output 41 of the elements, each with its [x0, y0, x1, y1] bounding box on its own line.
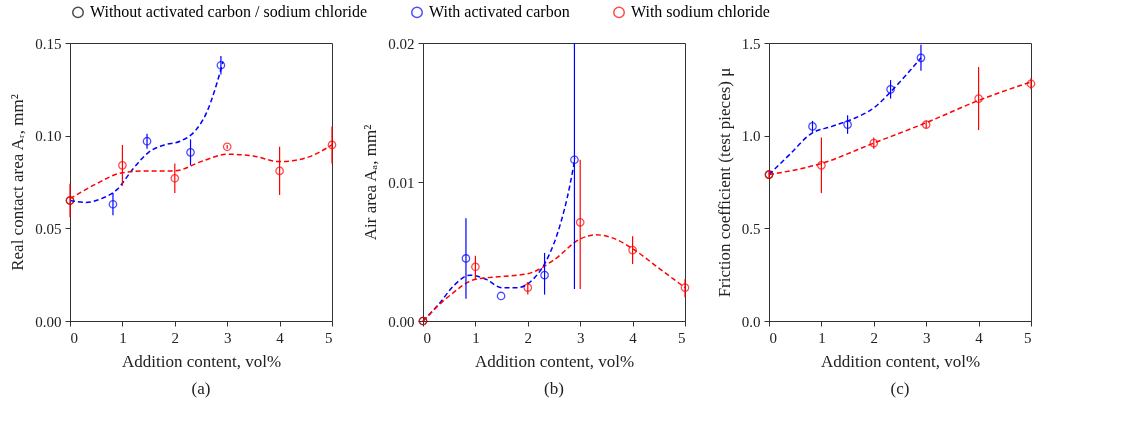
x-tick-label: 2: [870, 329, 879, 346]
text: (a): [191, 379, 211, 398]
x-tick-label: 1: [119, 329, 127, 346]
y-tick-label: 0.05: [35, 220, 62, 237]
x-tick-label: 4: [975, 329, 984, 346]
y-tick-label: 0.00: [35, 313, 62, 330]
x-tick-label: 4: [276, 329, 285, 346]
legend-label: Without activated carbon / sodium chloride: [90, 3, 368, 21]
y-tick-label: 0.01: [388, 174, 415, 191]
x-tick-label: 5: [325, 329, 333, 346]
x-tick-label: 1: [472, 329, 480, 346]
y-axis-title: Friction coefficient (test pieces) μ: [714, 67, 734, 298]
y-tick-label: 0.00: [388, 313, 415, 330]
x-tick-label: 0: [423, 329, 431, 346]
x-tick-label: 3: [223, 329, 232, 346]
x-axis-title: Addition content, vol%: [474, 351, 635, 371]
y-tick-label: 0.0: [741, 313, 761, 330]
y-tick-label: 0.15: [35, 35, 62, 52]
x-axis-title: Addition content, vol%: [121, 351, 282, 371]
y-tick-label: 0.10: [35, 128, 62, 145]
y-tick-label: 1.5: [741, 35, 761, 52]
x-tick-label: 0: [769, 329, 777, 346]
y-axis-title: Air area Aₐ, mm²: [361, 124, 381, 241]
x-tick-label: 1: [818, 329, 826, 346]
text: (b): [544, 379, 564, 398]
y-axis-title: Real contact area Aᵣ, mm²: [8, 94, 28, 271]
x-axis-title: Addition content, vol%: [820, 351, 981, 371]
x-tick-label: 2: [524, 329, 533, 346]
x-tick-label: 4: [629, 329, 638, 346]
legend-label: With sodium chloride: [631, 3, 770, 21]
x-tick-label: 2: [171, 329, 180, 346]
text: (c): [890, 379, 910, 398]
legend-label: With activated carbon: [429, 3, 570, 21]
x-tick-label: 3: [576, 329, 585, 346]
y-tick-label: 0.5: [741, 220, 761, 237]
x-tick-label: 0: [70, 329, 78, 346]
y-tick-label: 0.02: [388, 35, 415, 52]
y-tick-label: 1.0: [741, 128, 761, 145]
x-tick-label: 3: [922, 329, 931, 346]
x-tick-label: 5: [678, 329, 686, 346]
x-tick-label: 5: [1024, 329, 1032, 346]
